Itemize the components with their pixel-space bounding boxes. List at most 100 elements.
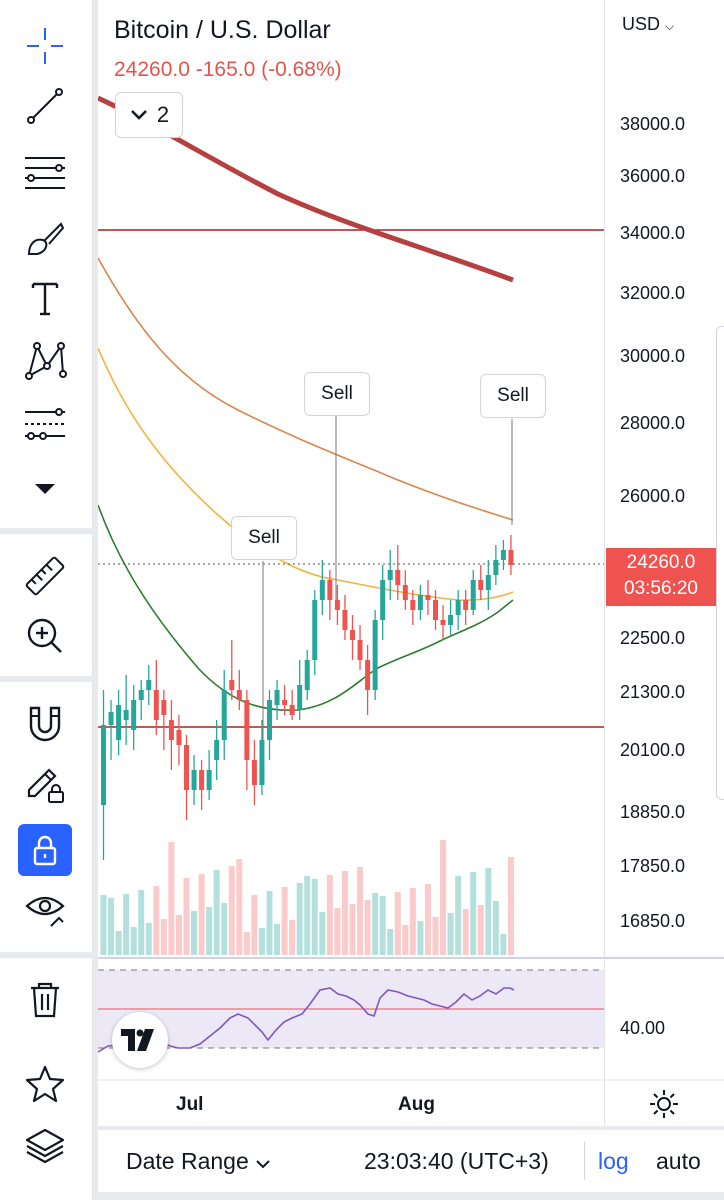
rsi-level-label: 40.00: [620, 1018, 666, 1038]
chevron-down-icon: ⌵: [665, 19, 675, 33]
rsi-line: [98, 987, 515, 1053]
volume-bar: [168, 842, 175, 955]
prediction-icon[interactable]: [18, 398, 72, 450]
toolbar-group-measure: [0, 534, 93, 676]
volume-bar: [470, 872, 477, 955]
sell-signal-label[interactable]: Sell: [480, 374, 546, 418]
volume-bar: [409, 888, 416, 955]
candle-body: [440, 620, 446, 625]
price-change: 24260.0 -165.0 (-0.68%): [114, 58, 342, 81]
volume-bar: [206, 907, 213, 955]
sell-signal-label[interactable]: Sell: [231, 516, 297, 560]
candle-body: [131, 700, 137, 730]
volume-bar: [123, 894, 130, 955]
candle-body: [327, 580, 333, 600]
volume-bar: [379, 896, 386, 955]
volume-bar: [289, 920, 296, 955]
chevron-down-icon: [129, 102, 149, 128]
volume-bar: [100, 895, 107, 955]
candle-body: [206, 770, 212, 790]
volume-bar: [221, 903, 228, 955]
volume-bar: [138, 890, 145, 955]
more-tools-icon[interactable]: [18, 462, 72, 514]
volume-bar: [424, 884, 431, 955]
candle-countdown: 03:56:20: [624, 578, 698, 599]
candle-body: [508, 550, 514, 565]
chart-panel[interactable]: Bitcoin / U.S. Dollar 24260.0 -165.0 (-0…: [98, 0, 724, 1126]
zoom-in-icon[interactable]: [18, 610, 72, 662]
magnet-icon[interactable]: [18, 698, 72, 750]
currency-selector[interactable]: USD ⌵: [622, 14, 674, 35]
time-label: Aug: [398, 1094, 435, 1115]
clock-display[interactable]: 23:03:40 (UTC+3): [364, 1148, 549, 1174]
symbol-title[interactable]: Bitcoin / U.S. Dollar: [114, 16, 331, 44]
candle-body: [350, 630, 355, 640]
volume-bar: [417, 921, 424, 955]
volume-bars: [100, 840, 514, 955]
layers-icon[interactable]: [18, 1120, 72, 1172]
volume-bar: [387, 929, 394, 955]
candle-body: [108, 712, 114, 725]
time-label: Jul: [176, 1094, 204, 1115]
candle-body: [485, 575, 491, 590]
fib-icon[interactable]: [18, 146, 72, 198]
tradingview-logo[interactable]: [112, 1012, 168, 1068]
price-label: 20100.0: [620, 740, 686, 760]
price-label: 26000.0: [620, 486, 686, 506]
indicators-toggle[interactable]: 2: [115, 92, 183, 138]
date-range-button[interactable]: Date Range: [126, 1148, 271, 1175]
volume-bar: [500, 934, 507, 955]
candle-body: [395, 570, 401, 585]
crosshair-icon[interactable]: [18, 20, 72, 72]
pattern-icon[interactable]: [18, 334, 72, 386]
divider: [584, 1142, 585, 1180]
candle-body: [417, 595, 423, 610]
star-icon[interactable]: [18, 1058, 72, 1110]
text-icon[interactable]: [18, 272, 72, 324]
chart-canvas[interactable]: [98, 0, 724, 1126]
side-panel-handle[interactable]: [716, 326, 724, 800]
brush-icon[interactable]: [18, 212, 72, 264]
candle-body: [176, 730, 182, 745]
volume-bar: [334, 908, 341, 955]
candle-body: [402, 585, 408, 600]
candle-body: [101, 725, 106, 805]
candle-body: [116, 705, 122, 740]
trash-icon[interactable]: [18, 974, 72, 1026]
volume-bar: [108, 898, 115, 955]
eye-icon[interactable]: [18, 882, 72, 934]
sell-signal-label[interactable]: Sell: [304, 372, 370, 416]
chevron-down-icon: [255, 1148, 271, 1174]
volume-bar: [311, 879, 318, 955]
candle-body: [410, 600, 416, 610]
candle-body: [425, 595, 431, 600]
volume-bar: [507, 857, 514, 955]
volume-bar: [175, 915, 182, 955]
ruler-icon[interactable]: [18, 550, 72, 602]
auto-scale-toggle[interactable]: auto: [656, 1148, 701, 1174]
log-scale-toggle[interactable]: log: [598, 1148, 629, 1174]
candle-body: [297, 685, 303, 710]
volume-bar: [485, 868, 492, 955]
candle-body: [463, 600, 469, 610]
bottom-toolbar: Date Range 23:03:40 (UTC+3) log auto: [98, 1130, 724, 1192]
last-price-value: 24260.0: [626, 552, 696, 573]
candle-body: [470, 580, 476, 610]
candle-body: [365, 660, 371, 690]
price-label: 21300.0: [620, 682, 686, 702]
candle-body: [282, 700, 288, 705]
lock-drawings-icon[interactable]: [18, 758, 72, 810]
candle-body: [448, 615, 454, 625]
volume-bar: [251, 895, 258, 955]
settings-icon[interactable]: [648, 1088, 680, 1125]
volume-bar: [115, 931, 122, 955]
candle-body: [191, 770, 197, 790]
candle-body: [342, 610, 348, 630]
trend-line-icon[interactable]: [18, 80, 72, 132]
volume-bar: [319, 912, 326, 955]
volume-bar: [357, 867, 364, 955]
lock-icon[interactable]: [18, 824, 72, 876]
candle-body: [229, 680, 235, 690]
candle-body: [493, 560, 499, 575]
